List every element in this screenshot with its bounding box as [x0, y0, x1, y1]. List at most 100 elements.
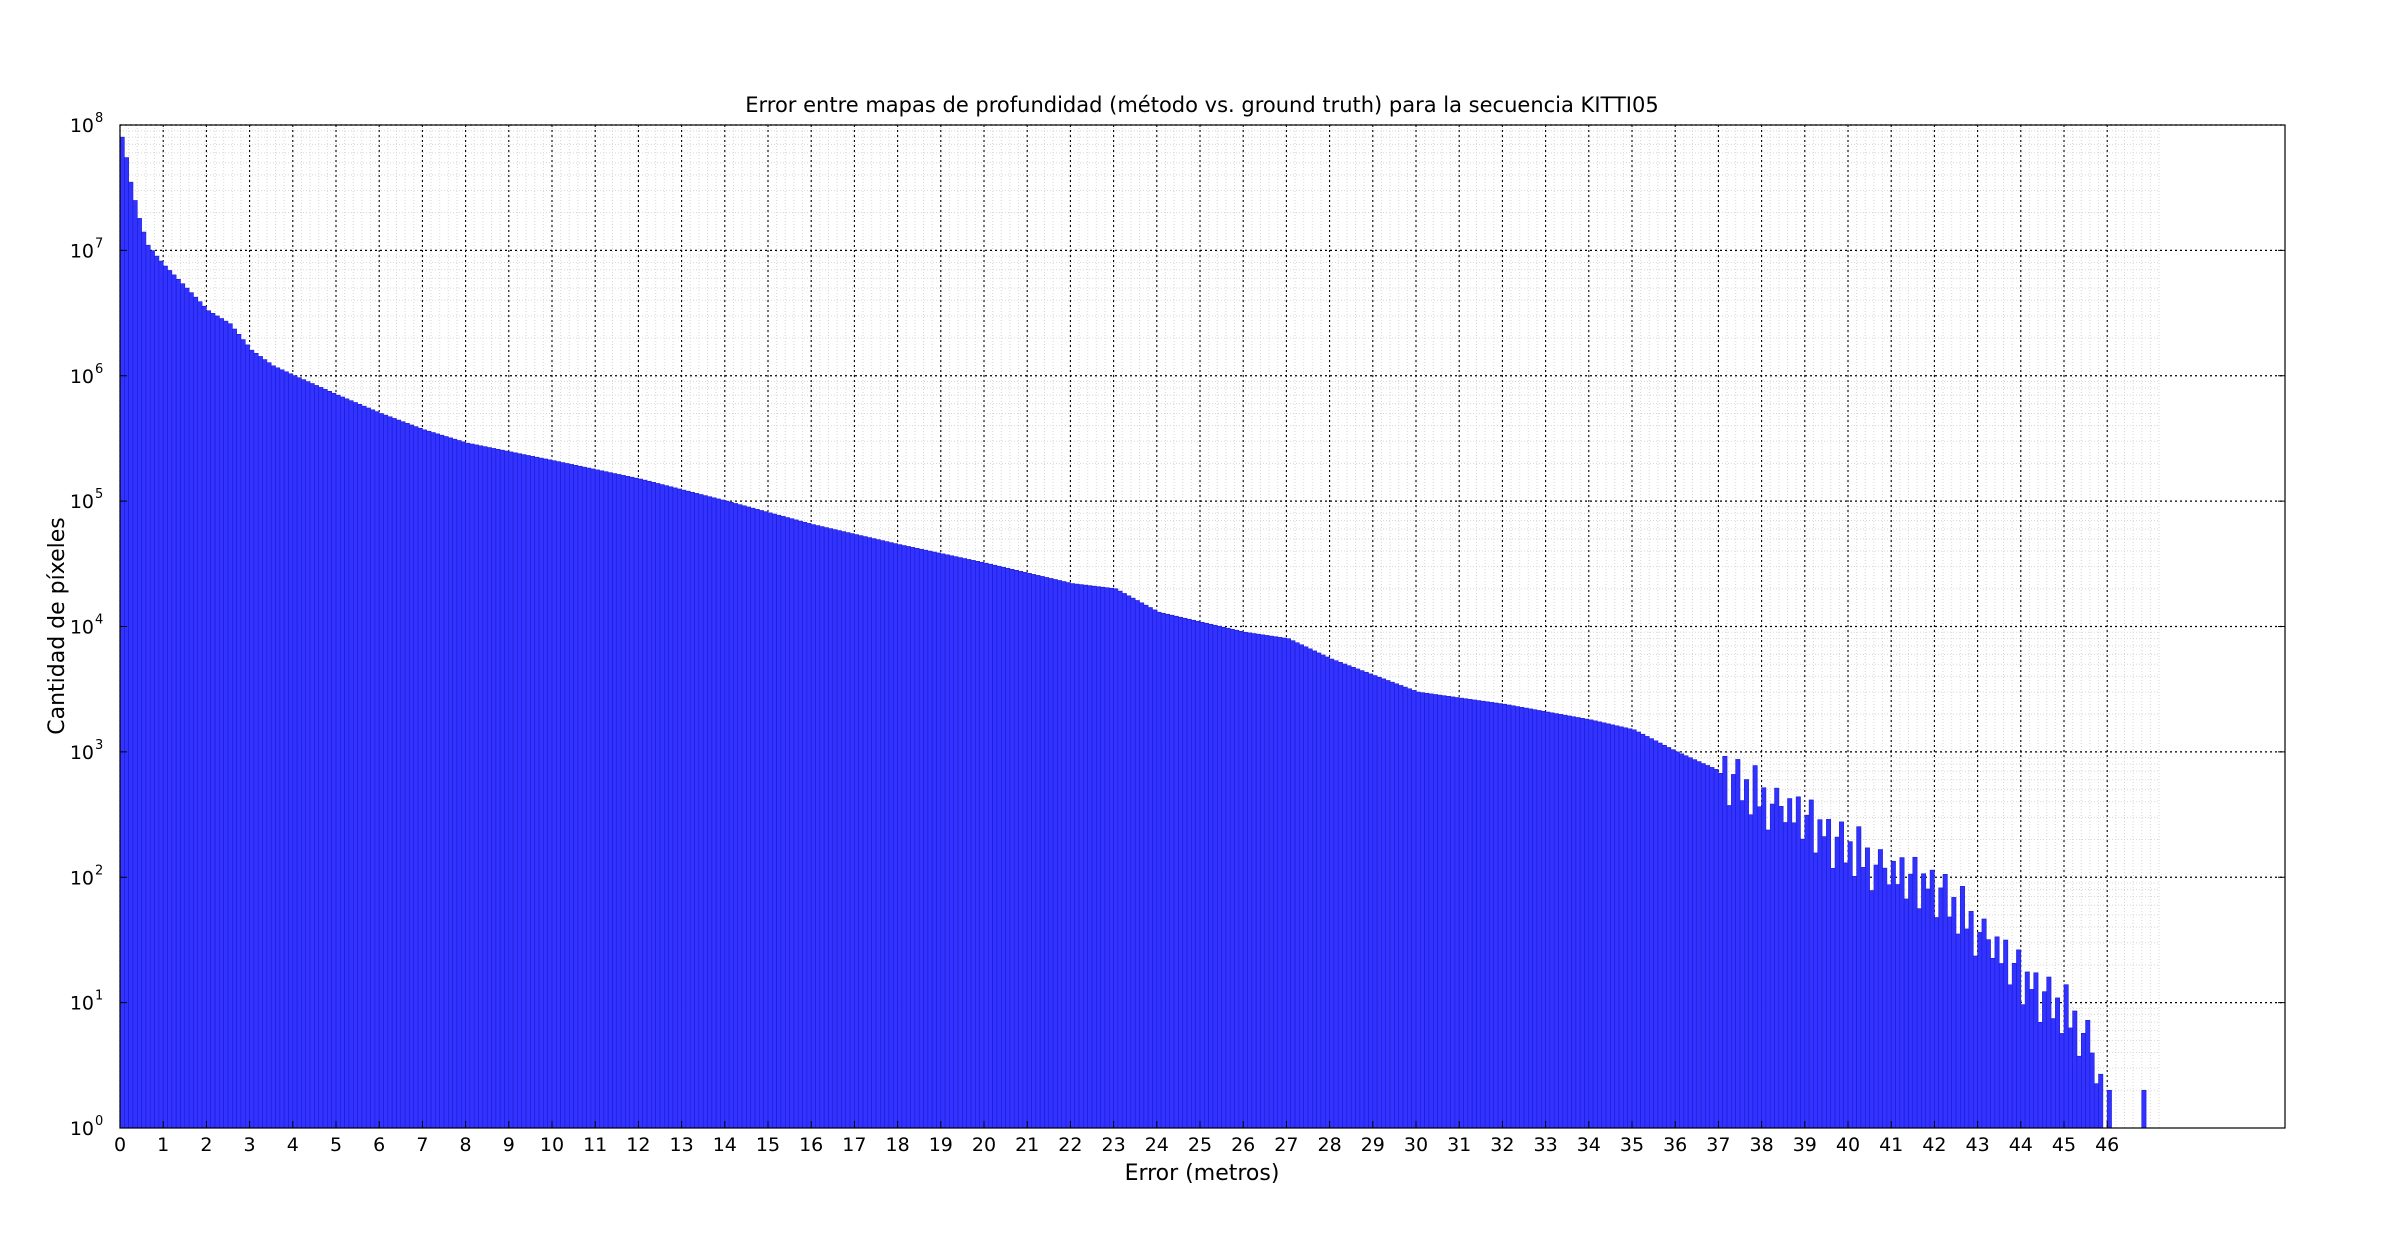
histogram-bar: [1074, 583, 1080, 1129]
histogram-bar: [988, 563, 993, 1129]
histogram-bar: [2093, 1083, 2099, 1129]
x-tick-label: 45: [2052, 1134, 2076, 1156]
x-tick-label: 33: [1534, 1134, 1558, 1156]
histogram-bar: [1756, 806, 1762, 1129]
histogram-bar: [370, 409, 376, 1129]
histogram-bar: [1432, 694, 1438, 1129]
histogram-bar: [1290, 640, 1296, 1129]
histogram-bar: [400, 421, 406, 1129]
histogram-bar: [253, 352, 259, 1129]
histogram-bar: [296, 377, 302, 1129]
histogram-bar: [828, 528, 834, 1129]
histogram-bar: [1273, 636, 1279, 1129]
histogram-bar: [1441, 695, 1447, 1129]
histogram-bar: [1238, 630, 1244, 1129]
histogram-bar: [819, 526, 825, 1129]
histogram-bar: [646, 480, 652, 1129]
histogram-bar: [348, 400, 354, 1129]
histogram-bar: [1299, 644, 1304, 1129]
x-tick-label: 13: [670, 1134, 694, 1156]
histogram-bar: [1696, 761, 1702, 1129]
histogram-bar: [1355, 668, 1361, 1129]
histogram-bar: [1251, 633, 1257, 1129]
histogram-bar: [1117, 590, 1123, 1129]
histogram-bar: [1977, 932, 1983, 1129]
histogram-bar: [232, 328, 237, 1129]
histogram-bar: [2055, 997, 2060, 1129]
histogram-bar: [1437, 694, 1443, 1129]
histogram-bar: [1337, 662, 1343, 1129]
histogram-bar: [797, 520, 803, 1129]
histogram-bar: [2037, 1022, 2043, 1129]
x-tick-label: 19: [929, 1134, 953, 1156]
histogram-bar: [746, 506, 752, 1129]
histogram-bar: [1532, 709, 1538, 1129]
y-tick-exponent: 4: [95, 613, 103, 628]
histogram-bar: [175, 278, 181, 1129]
histogram-bar: [1402, 686, 1408, 1129]
histogram-bar: [1350, 667, 1356, 1129]
x-tick-label: 20: [972, 1134, 996, 1156]
histogram-bar: [1363, 671, 1369, 1129]
histogram-bar: [793, 519, 799, 1129]
histogram-bar: [1307, 648, 1313, 1129]
histogram-bar: [1877, 849, 1883, 1129]
histogram-bar: [918, 548, 924, 1129]
histogram-bar: [586, 467, 592, 1129]
histogram-bar: [1130, 597, 1136, 1129]
histogram-bar: [1670, 749, 1676, 1129]
histogram-bar: [1592, 720, 1598, 1129]
x-tick-label: 22: [1058, 1134, 1082, 1156]
histogram-bar: [1994, 936, 2000, 1129]
x-tick-label: 3: [244, 1134, 256, 1156]
histogram-bar: [1648, 738, 1654, 1129]
histogram-bar: [266, 362, 272, 1129]
histogram-bar: [1782, 822, 1788, 1129]
histogram-bar: [1044, 577, 1050, 1129]
histogram-bar: [612, 473, 618, 1129]
histogram-bar: [560, 462, 566, 1129]
histogram-bar: [970, 560, 976, 1129]
histogram-bar: [1506, 704, 1512, 1129]
y-tick-exponent: 7: [95, 236, 103, 251]
histogram-bar: [244, 344, 250, 1129]
histogram-bar: [1990, 957, 1996, 1129]
histogram-bar: [1852, 875, 1857, 1129]
histogram-bar: [1679, 753, 1685, 1129]
histogram-bar: [720, 499, 726, 1129]
histogram-bar: [1860, 867, 1866, 1129]
histogram-bar: [1981, 918, 1987, 1129]
x-tick-label: 32: [1490, 1134, 1514, 1156]
histogram-bar: [482, 446, 488, 1129]
histogram-bar: [1515, 706, 1520, 1129]
histogram-bar: [1264, 635, 1270, 1129]
histogram-bar: [1424, 692, 1430, 1129]
histogram-bar: [616, 474, 622, 1129]
histogram-bar: [1700, 763, 1706, 1129]
histogram-bar: [2085, 1020, 2091, 1129]
histogram-bar: [1644, 736, 1650, 1129]
histogram-bar: [283, 371, 289, 1129]
y-tick-label: 10: [70, 240, 94, 262]
histogram-bar: [1739, 800, 1745, 1129]
x-tick-label: 1: [157, 1134, 169, 1156]
histogram-bar: [1709, 767, 1715, 1129]
histogram-bar: [642, 479, 648, 1129]
histogram-bar: [1765, 829, 1771, 1129]
x-tick-label: 26: [1231, 1134, 1255, 1156]
x-tick-label: 31: [1447, 1134, 1471, 1156]
histogram-bar: [784, 517, 790, 1129]
histogram-bar: [910, 547, 916, 1129]
histogram-bar: [413, 426, 419, 1129]
histogram-bar: [880, 540, 885, 1129]
histogram-bar: [1540, 710, 1546, 1129]
histogram-bar: [698, 494, 704, 1129]
histogram-bar: [685, 490, 691, 1129]
histogram-bar: [581, 466, 587, 1129]
histogram-bar: [573, 465, 579, 1129]
histogram-bar: [1476, 700, 1482, 1129]
histogram-bar: [638, 478, 644, 1129]
histogram-bar: [1942, 874, 1948, 1129]
histogram-bar: [486, 447, 492, 1129]
x-tick-label: 18: [886, 1134, 910, 1156]
